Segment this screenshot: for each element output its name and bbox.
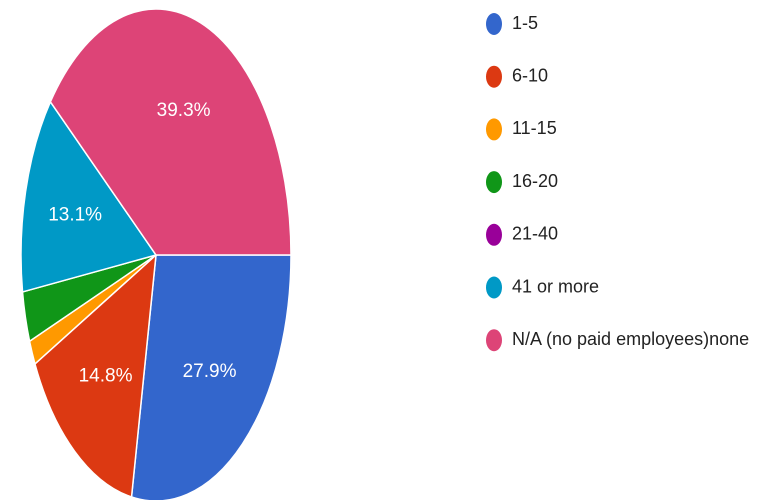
pie-slice (49, 8, 292, 256)
legend-swatch (486, 118, 502, 141)
legend-label: 41 or more (512, 276, 599, 296)
legend-swatch (486, 223, 502, 246)
legend-label: 6-10 (512, 65, 548, 85)
legend-label: N/A (no paid employees)none (512, 329, 749, 349)
legend-swatch (486, 276, 502, 299)
slice-label: 14.8% (79, 366, 133, 387)
legend-label: 11-15 (512, 118, 557, 138)
pie-slice (20, 100, 158, 293)
slice-label: 39.3% (157, 100, 211, 121)
legend-swatch (486, 329, 502, 352)
legend-label: 21-40 (512, 224, 558, 244)
slice-label: 13.1% (48, 205, 102, 226)
slice-label: 27.9% (183, 361, 237, 382)
legend-swatch (486, 13, 502, 35)
pie-slice (34, 253, 157, 498)
legend-label: 1-5 (512, 13, 538, 33)
pie-slice (130, 254, 292, 500)
legend-label: 16-20 (512, 171, 558, 191)
legend-swatch (486, 171, 502, 194)
legend-swatch (486, 65, 502, 88)
